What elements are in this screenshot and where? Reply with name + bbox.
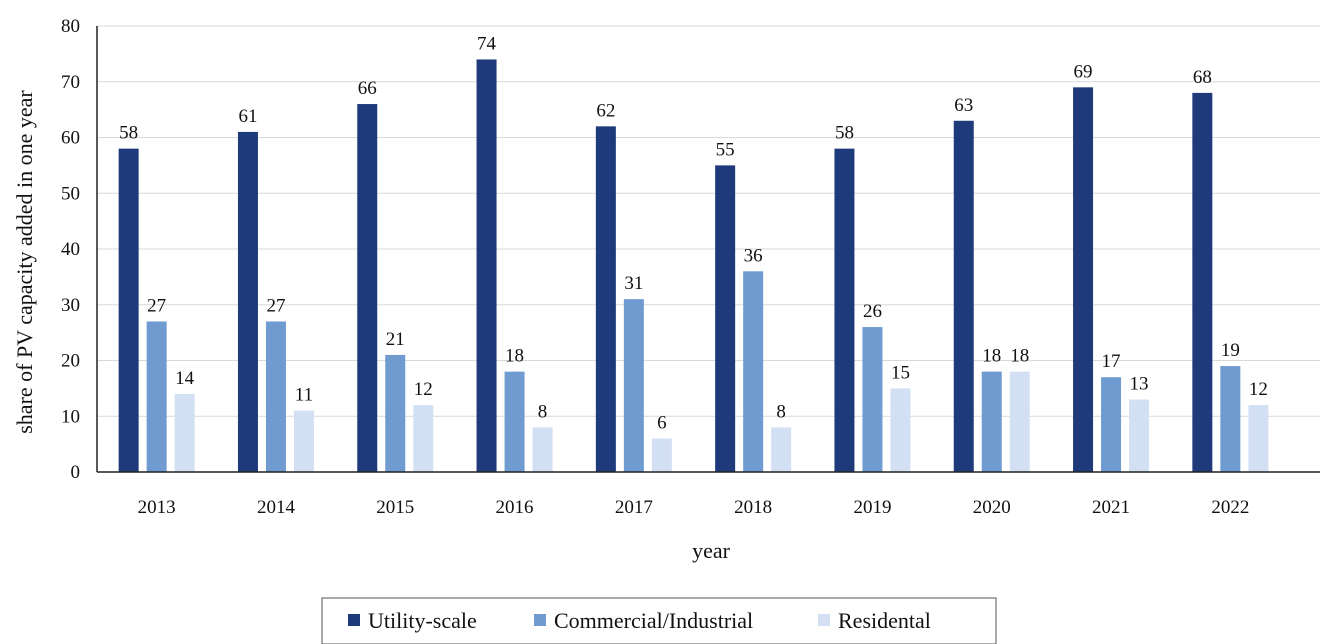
data-label: 17 xyxy=(1102,351,1121,372)
x-tick-labels: 2013 2014 2015 2016 2017 2018 2019 2020 2021 2022 xyxy=(138,497,1250,518)
data-label: 74 xyxy=(477,33,497,54)
legend-label: Commercial/Industrial xyxy=(554,608,753,633)
data-label: 11 xyxy=(295,385,313,406)
bar xyxy=(771,427,792,472)
legend-label: Residental xyxy=(838,608,931,633)
bar xyxy=(1220,366,1241,472)
bar xyxy=(118,148,139,472)
data-label: 62 xyxy=(596,100,615,121)
data-label: 6 xyxy=(657,413,667,434)
x-tick-label: 2021 xyxy=(1092,497,1130,518)
bar xyxy=(532,427,553,472)
legend: Utility-scale Commercial/Industrial Reside… xyxy=(321,597,997,644)
y-tick-label: 50 xyxy=(61,183,80,204)
data-label: 8 xyxy=(538,401,548,422)
bar xyxy=(357,104,378,473)
x-tick-label: 2022 xyxy=(1211,497,1249,518)
y-tick-label: 40 xyxy=(61,239,80,260)
data-label: 31 xyxy=(624,273,643,294)
bar xyxy=(174,393,195,472)
bar xyxy=(476,59,497,472)
data-label: 26 xyxy=(863,301,882,322)
y-tick-label: 30 xyxy=(61,295,80,316)
x-tick-label: 2016 xyxy=(496,497,534,518)
data-label: 12 xyxy=(1249,379,1268,400)
x-tick-label: 2014 xyxy=(257,497,296,518)
legend-swatch xyxy=(534,614,546,626)
x-tick-label: 2019 xyxy=(853,497,891,518)
bars xyxy=(118,59,1269,473)
bar xyxy=(237,131,258,473)
legend-label: Utility-scale xyxy=(368,608,477,633)
bar xyxy=(862,327,883,472)
bar xyxy=(504,371,525,472)
data-label: 12 xyxy=(414,379,433,400)
bar xyxy=(1129,399,1150,472)
bar xyxy=(890,388,911,472)
bar xyxy=(265,321,286,472)
data-label: 15 xyxy=(891,362,910,383)
bar xyxy=(743,271,764,472)
legend-swatch xyxy=(818,614,830,626)
data-label: 18 xyxy=(505,346,524,367)
y-tick-label: 60 xyxy=(61,128,80,149)
legend-box xyxy=(321,597,997,644)
data-label: 55 xyxy=(716,139,735,160)
bar xyxy=(1009,371,1030,472)
data-label: 68 xyxy=(1193,67,1212,88)
bar xyxy=(981,371,1002,472)
data-label: 8 xyxy=(776,401,786,422)
data-label: 66 xyxy=(358,78,377,99)
data-label: 13 xyxy=(1130,374,1149,395)
x-axis-title: year xyxy=(692,538,731,563)
legend-swatch xyxy=(348,614,360,626)
data-labels: 58 27 14 61 27 11 66 21 12 74 18 8 62 31 6 55 36 8 58 26 15 6… xyxy=(119,33,1268,433)
x-tick-label: 2018 xyxy=(734,497,772,518)
bar xyxy=(953,120,974,473)
data-label: 58 xyxy=(835,123,854,144)
bar xyxy=(293,410,314,472)
legend-items: Utility-scale Commercial/Industrial Reside… xyxy=(348,608,931,633)
bar xyxy=(146,321,167,472)
y-tick-label: 70 xyxy=(61,72,80,93)
data-label: 18 xyxy=(982,346,1001,367)
bar xyxy=(651,438,672,472)
data-label: 36 xyxy=(744,245,763,266)
data-label: 19 xyxy=(1221,340,1240,361)
x-tick-label: 2013 xyxy=(138,497,176,518)
data-label: 58 xyxy=(119,123,138,144)
data-label: 18 xyxy=(1010,346,1029,367)
bar xyxy=(623,299,644,472)
bar xyxy=(595,126,616,472)
data-label: 61 xyxy=(238,106,257,127)
y-tick-label: 0 xyxy=(71,462,81,483)
data-label: 14 xyxy=(175,368,195,389)
y-tick-label: 20 xyxy=(61,351,80,372)
bar xyxy=(834,148,855,472)
x-tick-label: 2020 xyxy=(973,497,1011,518)
y-tick-labels: 0 10 20 30 40 50 60 70 80 xyxy=(61,16,80,483)
grid-lines xyxy=(97,25,1320,417)
bar xyxy=(385,354,406,472)
bar xyxy=(1248,405,1269,472)
y-tick-label: 80 xyxy=(61,16,80,37)
data-label: 21 xyxy=(386,329,405,350)
bar xyxy=(1192,92,1213,473)
data-label: 63 xyxy=(954,95,973,116)
data-label: 69 xyxy=(1074,61,1093,82)
bar xyxy=(715,165,736,472)
data-label: 27 xyxy=(266,295,285,316)
x-tick-label: 2017 xyxy=(615,497,653,518)
y-tick-label: 10 xyxy=(61,406,80,427)
bar xyxy=(1101,377,1122,472)
bar xyxy=(413,405,434,472)
bar xyxy=(1073,87,1094,472)
x-tick-label: 2015 xyxy=(376,497,414,518)
y-axis-title: share of PV capacity added in one year xyxy=(12,90,37,434)
data-label: 27 xyxy=(147,295,166,316)
